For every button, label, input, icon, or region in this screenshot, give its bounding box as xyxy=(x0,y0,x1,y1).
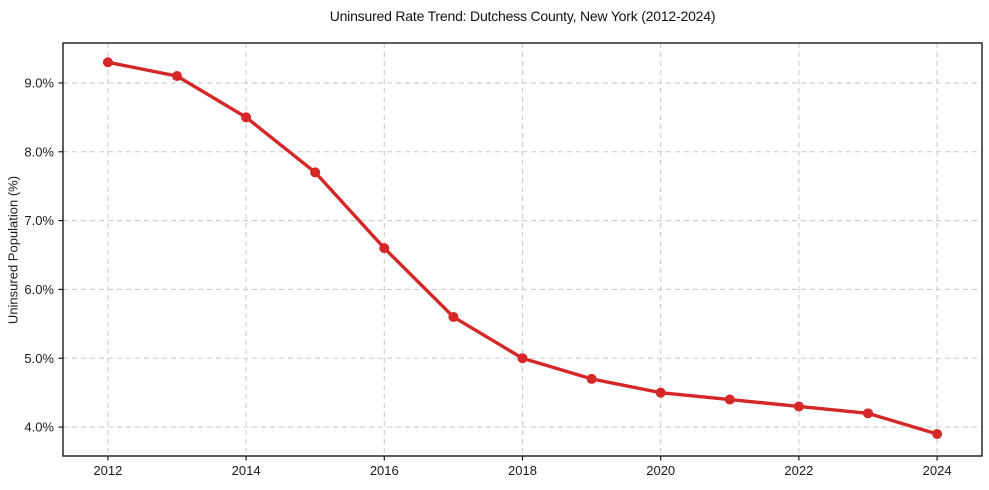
data-point xyxy=(241,112,252,123)
y-tick-label: 8.0% xyxy=(24,144,54,159)
y-tick-label: 4.0% xyxy=(24,420,54,435)
data-point xyxy=(172,71,183,82)
data-point xyxy=(724,394,735,405)
data-point xyxy=(932,428,943,439)
data-point xyxy=(793,401,804,412)
x-tick-label: 2018 xyxy=(508,463,537,478)
y-tick-label: 6.0% xyxy=(24,282,54,297)
data-point xyxy=(586,373,597,384)
x-tick-label: 2012 xyxy=(93,463,122,478)
chart-title: Uninsured Rate Trend: Dutchess County, N… xyxy=(329,8,716,24)
y-tick-label: 7.0% xyxy=(24,213,54,228)
data-point xyxy=(379,243,390,254)
x-tick-label: 2016 xyxy=(370,463,399,478)
x-tick-label: 2024 xyxy=(923,463,952,478)
data-point xyxy=(862,408,873,419)
data-point xyxy=(517,353,528,364)
x-tick-label: 2014 xyxy=(232,463,261,478)
data-point xyxy=(310,167,321,178)
x-tick-label: 2020 xyxy=(646,463,675,478)
data-point xyxy=(655,387,666,398)
y-tick-label: 9.0% xyxy=(24,75,54,90)
x-tick-label: 2022 xyxy=(784,463,813,478)
data-point xyxy=(102,57,113,68)
data-point xyxy=(448,311,459,322)
y-tick-label: 5.0% xyxy=(24,351,54,366)
